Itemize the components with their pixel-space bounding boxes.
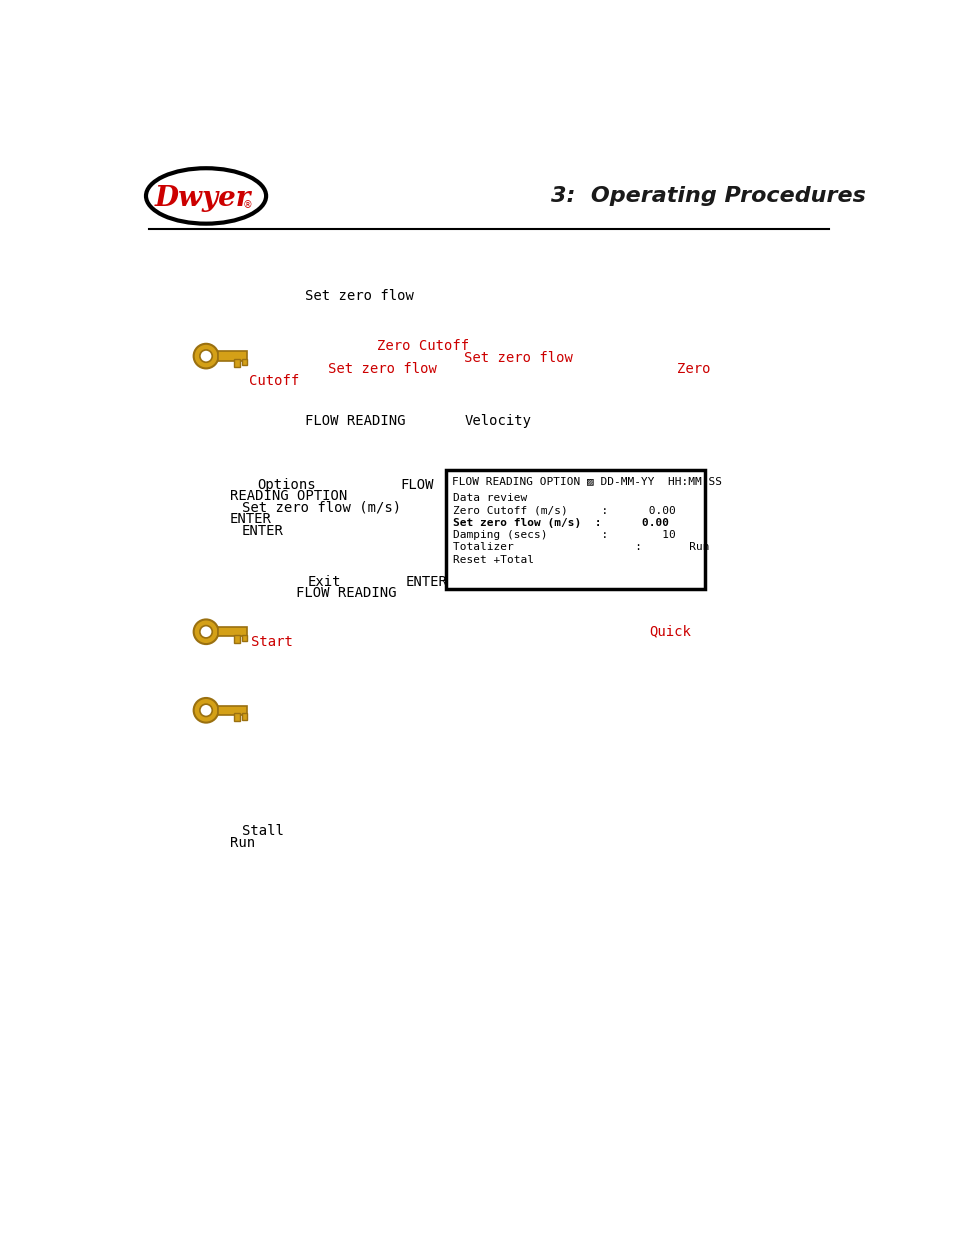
Text: Zero Cutoff (m/s)     :      0.00: Zero Cutoff (m/s) : 0.00 — [453, 505, 676, 515]
Bar — [241, 714, 247, 720]
Text: Zero Cutoff: Zero Cutoff — [377, 340, 469, 353]
Text: FLOW READING: FLOW READING — [295, 585, 396, 599]
Text: FLOW READING: FLOW READING — [305, 414, 405, 427]
Text: ENTER: ENTER — [230, 513, 272, 526]
Text: Data review: Data review — [453, 493, 527, 503]
Ellipse shape — [146, 168, 266, 224]
Circle shape — [199, 350, 212, 362]
Text: Set zero flow: Set zero flow — [464, 351, 573, 364]
Bar — [233, 714, 240, 721]
Text: Quick: Quick — [649, 624, 691, 638]
Text: Start: Start — [251, 635, 293, 648]
Text: Reset +Total: Reset +Total — [453, 555, 534, 564]
Text: Set zero flow: Set zero flow — [305, 289, 414, 303]
Circle shape — [193, 698, 218, 722]
Text: ®: ® — [243, 200, 253, 210]
Bar — [233, 635, 240, 642]
Circle shape — [199, 704, 212, 716]
Text: Set zero flow (m/s): Set zero flow (m/s) — [241, 501, 400, 515]
Text: Totalizer                  :       Run: Totalizer : Run — [453, 542, 709, 552]
Circle shape — [193, 343, 218, 368]
Text: Set zero flow (m/s)  :      0.00: Set zero flow (m/s) : 0.00 — [453, 517, 669, 527]
Text: 3:  Operating Procedures: 3: Operating Procedures — [550, 186, 864, 206]
Text: FLOW: FLOW — [400, 478, 434, 492]
Bar — [217, 627, 247, 636]
Text: ENTER: ENTER — [406, 574, 447, 589]
Bar — [233, 359, 240, 367]
Text: Set zero flow: Set zero flow — [328, 362, 436, 377]
Bar — [241, 359, 247, 366]
Text: Options: Options — [257, 478, 315, 492]
Bar — [241, 635, 247, 641]
Text: ENTER: ENTER — [241, 524, 283, 538]
Text: Run: Run — [230, 836, 255, 850]
Circle shape — [199, 626, 212, 638]
Bar — [217, 352, 247, 361]
Text: Damping (secs)        :        10: Damping (secs) : 10 — [453, 530, 676, 540]
Text: Dwyer: Dwyer — [154, 185, 251, 211]
Text: FLOW READING OPTION ▨ DD-MM-YY  HH:MM:SS: FLOW READING OPTION ▨ DD-MM-YY HH:MM:SS — [452, 477, 721, 487]
Text: READING OPTION: READING OPTION — [230, 489, 347, 503]
Text: Zero: Zero — [677, 362, 710, 377]
Text: Stall: Stall — [241, 824, 283, 839]
Circle shape — [193, 620, 218, 645]
Text: Cutoff: Cutoff — [249, 374, 299, 388]
Bar — [445, 471, 704, 589]
Text: Exit: Exit — [307, 574, 341, 589]
Text: Velocity: Velocity — [464, 414, 531, 427]
Bar — [217, 705, 247, 715]
